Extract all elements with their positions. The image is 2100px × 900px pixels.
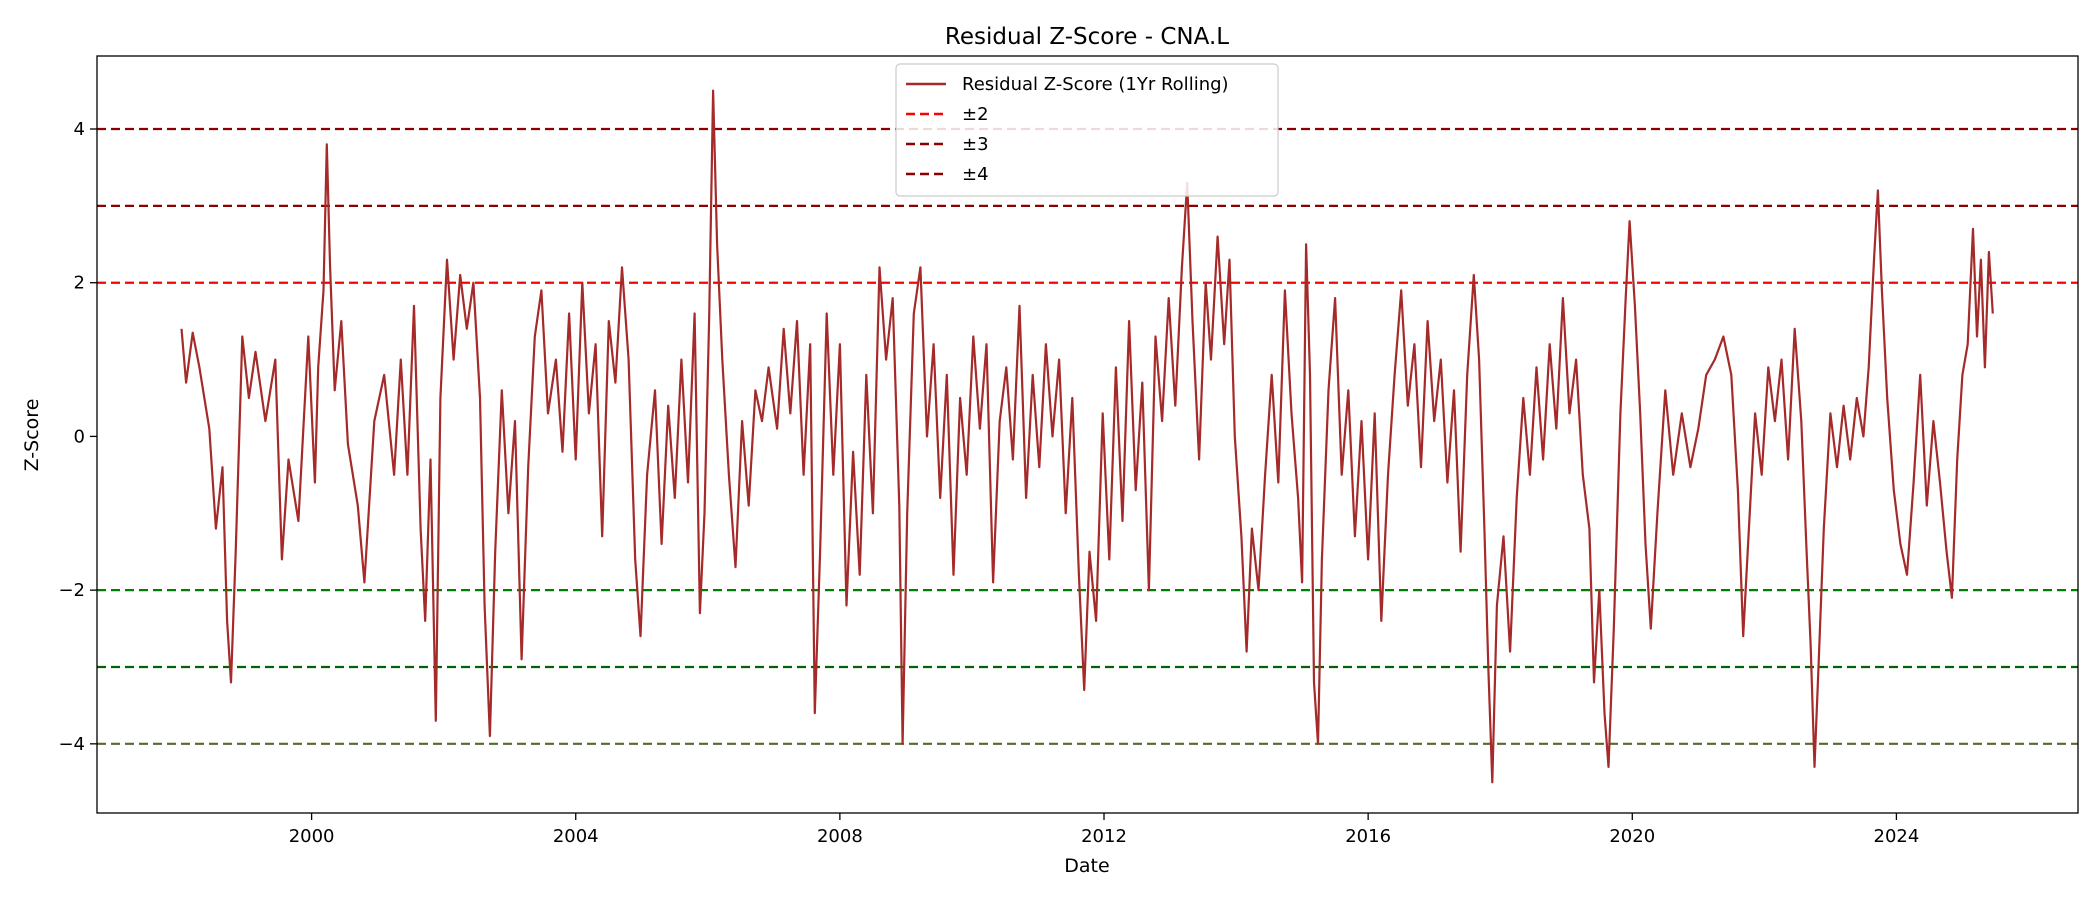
x-tick-label: 2000 <box>289 826 335 847</box>
legend-label: ±4 <box>962 164 989 185</box>
legend-label: Residual Z-Score (1Yr Rolling) <box>962 74 1229 95</box>
y-tick-label: 2 <box>74 273 85 294</box>
y-tick-label: 0 <box>74 426 85 447</box>
y-axis-label: Z-Score <box>21 399 43 472</box>
x-tick-label: 2004 <box>553 826 599 847</box>
x-axis: 2000 2004 2008 2012 2016 2020 2024 <box>289 813 1920 847</box>
series-line <box>180 89 1994 784</box>
y-tick-label: 4 <box>74 119 85 140</box>
x-tick-label: 2016 <box>1345 826 1391 847</box>
x-axis-label: Date <box>1064 855 1109 877</box>
x-tick-label: 2020 <box>1609 826 1655 847</box>
plot-frame <box>96 55 2079 814</box>
x-tick-label: 2008 <box>817 826 863 847</box>
y-axis: −4 −2 0 2 4 <box>58 119 97 755</box>
series-layer <box>180 89 1994 784</box>
legend: Residual Z-Score (1Yr Rolling) ±2 ±3 ±4 <box>895 63 1279 197</box>
legend-label: ±2 <box>962 104 989 125</box>
x-tick-label: 2024 <box>1874 826 1920 847</box>
y-tick-label: −2 <box>58 580 85 601</box>
y-tick-label: −4 <box>58 734 85 755</box>
x-tick-label: 2012 <box>1081 826 1127 847</box>
legend-box <box>895 63 1279 197</box>
legend-label: ±3 <box>962 134 989 155</box>
chart-title: Residual Z-Score - CNA.L <box>945 24 1229 50</box>
